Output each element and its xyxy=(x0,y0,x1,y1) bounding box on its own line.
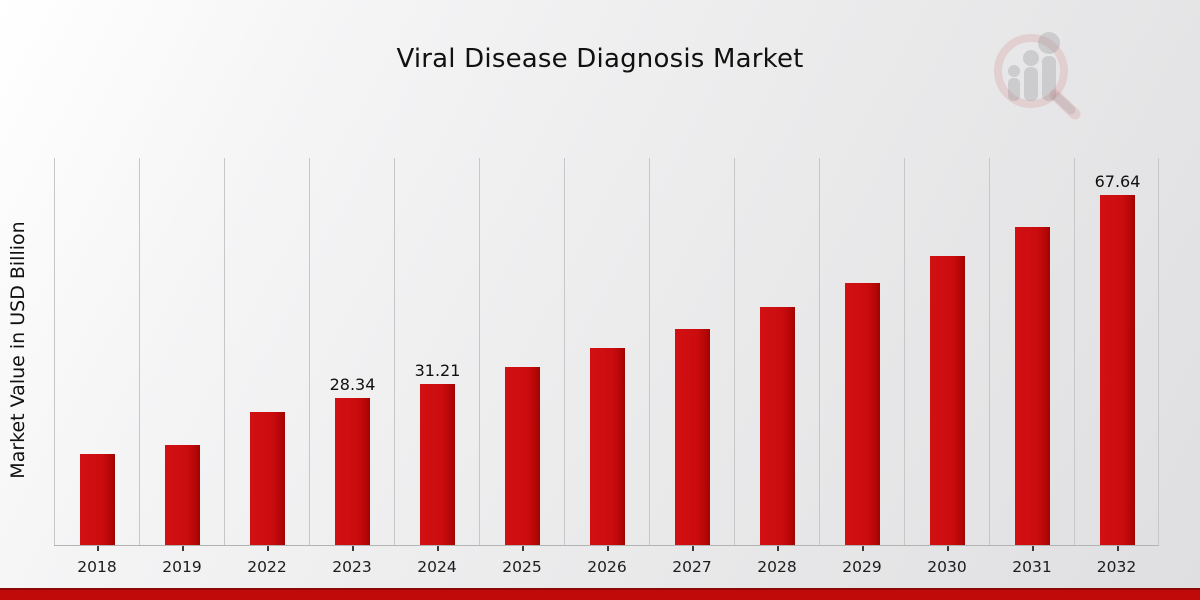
x-axis-tick xyxy=(861,546,864,551)
data-label-2032: 67.64 xyxy=(1094,172,1141,191)
x-axis-label-2031: 2031 xyxy=(1012,558,1052,576)
bar-2029 xyxy=(845,283,880,545)
plot-area: 2018 2019 2022 2023 28.34 2024 31.21 2025 2026 20… xyxy=(54,155,1159,576)
x-axis-tick xyxy=(1031,546,1034,551)
chart-column-2028: 2028 xyxy=(734,158,819,576)
chart-column-2026: 2026 xyxy=(564,158,649,576)
x-axis-tick xyxy=(181,546,184,551)
chart-column-2022: 2022 xyxy=(224,158,309,576)
x-axis-tick xyxy=(266,546,269,551)
x-axis-label-2026: 2026 xyxy=(587,558,627,576)
x-axis-tick xyxy=(436,546,439,551)
x-axis-tick xyxy=(351,546,354,551)
x-axis-label-2027: 2027 xyxy=(672,558,712,576)
chart-column-2025: 2025 xyxy=(479,158,564,576)
x-axis-tick xyxy=(1116,546,1119,551)
x-axis-label-2024: 2024 xyxy=(417,558,457,576)
y-axis-label: Market Value in USD Billion xyxy=(7,221,29,479)
data-label-2024: 31.21 xyxy=(414,361,461,380)
chart-column-2027: 2027 xyxy=(649,158,734,576)
chart-column-2023: 2023 28.34 xyxy=(309,158,394,576)
chart-column-2031: 2031 xyxy=(989,158,1074,576)
chart-column-2030: 2030 xyxy=(904,158,989,576)
x-axis-tick xyxy=(96,546,99,551)
data-label-2023: 28.34 xyxy=(329,375,376,394)
x-axis-label-2022: 2022 xyxy=(247,558,287,576)
bar-2030 xyxy=(930,256,965,545)
chart-column-2024: 2024 31.21 xyxy=(394,158,479,576)
bar-2027 xyxy=(675,329,710,545)
chart-column-2029: 2029 xyxy=(819,158,904,576)
x-axis-label-2028: 2028 xyxy=(757,558,797,576)
x-axis-label-2025: 2025 xyxy=(502,558,542,576)
x-axis-tick xyxy=(606,546,609,551)
bar-2026 xyxy=(590,348,625,545)
x-axis-tick xyxy=(946,546,949,551)
x-axis-tick xyxy=(776,546,779,551)
bar-2019 xyxy=(165,445,200,545)
x-axis-tick xyxy=(521,546,524,551)
x-axis-label-2032: 2032 xyxy=(1096,558,1137,576)
chart-column-2019: 2019 xyxy=(139,158,224,576)
bar-2022 xyxy=(250,412,285,545)
x-axis-label-2023: 2023 xyxy=(332,558,372,576)
x-axis-label-2019: 2019 xyxy=(162,558,202,576)
chart-column-2032: 2032 67.64 xyxy=(1074,158,1159,576)
footer-red-band xyxy=(0,588,1200,600)
x-axis-label-2029: 2029 xyxy=(842,558,882,576)
x-axis-label-2030: 2030 xyxy=(927,558,967,576)
x-axis-label-2018: 2018 xyxy=(77,558,117,576)
bar-2028 xyxy=(760,307,795,545)
magnifier-bar-chart-watermark-icon xyxy=(994,32,1081,120)
chart-title: Viral Disease Diagnosis Market xyxy=(396,44,804,74)
bar-2032 xyxy=(1100,195,1135,545)
bar-2025 xyxy=(505,367,540,545)
bar-2031 xyxy=(1015,227,1050,545)
bar-2024 xyxy=(420,384,455,545)
x-axis-tick xyxy=(691,546,694,551)
chart-column-2018: 2018 xyxy=(54,158,139,576)
bar-2023 xyxy=(335,398,370,545)
bar-2018 xyxy=(80,454,115,545)
